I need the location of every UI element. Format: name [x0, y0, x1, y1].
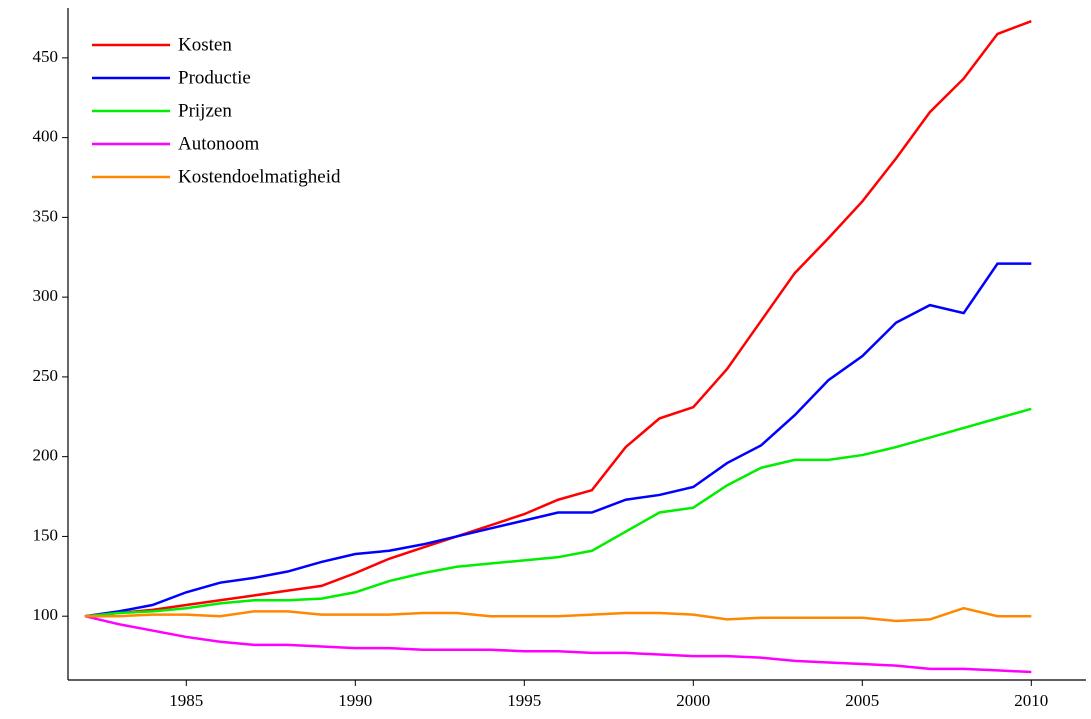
legend-label: Kosten: [178, 34, 232, 55]
x-tick-label: 1990: [338, 691, 372, 710]
x-tick-label: 2000: [676, 691, 710, 710]
y-tick-label: 250: [33, 366, 59, 385]
y-tick-label: 150: [33, 525, 59, 544]
legend-label: Autonoom: [178, 133, 260, 154]
legend-label: Kostendoelmatigheid: [178, 166, 341, 187]
y-tick-label: 200: [33, 446, 59, 465]
y-tick-label: 350: [33, 206, 59, 225]
series-line: [84, 407, 1032, 618]
y-tick-label: 450: [33, 47, 59, 66]
series-line: [84, 614, 1032, 674]
y-tick-label: 100: [33, 605, 59, 624]
legend-label: Productie: [178, 67, 251, 88]
x-tick-label: 2005: [845, 691, 879, 710]
y-tick-label: 400: [33, 127, 59, 146]
series-line: [84, 606, 1032, 623]
x-tick-label: 1995: [507, 691, 541, 710]
x-tick-label: 1985: [169, 691, 203, 710]
series-line: [84, 19, 1032, 618]
legend-label: Prijzen: [178, 100, 232, 121]
x-tick-label: 2010: [1014, 691, 1048, 710]
y-tick-label: 300: [33, 286, 59, 305]
series-line: [84, 262, 1032, 618]
